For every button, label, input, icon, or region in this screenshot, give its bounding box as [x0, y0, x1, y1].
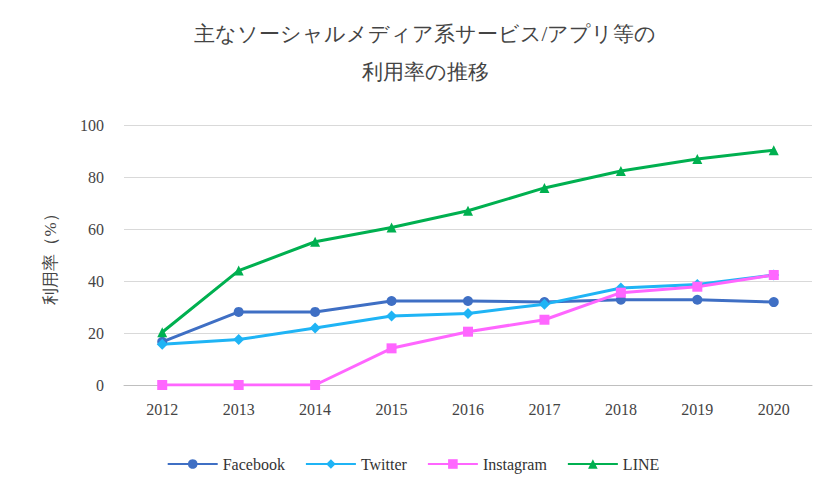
svg-text:利用率（%）: 利用率（%）	[41, 205, 60, 304]
svg-text:Facebook: Facebook	[223, 456, 285, 473]
svg-text:2017: 2017	[528, 401, 560, 418]
svg-text:2019: 2019	[681, 401, 713, 418]
svg-text:20: 20	[88, 325, 104, 342]
svg-text:2015: 2015	[376, 401, 408, 418]
svg-text:2018: 2018	[605, 401, 637, 418]
svg-text:80: 80	[88, 169, 104, 186]
svg-text:2014: 2014	[299, 401, 331, 418]
svg-text:60: 60	[88, 221, 104, 238]
svg-text:100: 100	[80, 117, 104, 134]
svg-text:利用率の推移: 利用率の推移	[362, 60, 489, 84]
svg-text:2013: 2013	[223, 401, 255, 418]
svg-text:2020: 2020	[758, 401, 790, 418]
svg-text:0: 0	[96, 377, 104, 394]
svg-text:Twitter: Twitter	[361, 456, 408, 473]
svg-text:2012: 2012	[146, 401, 178, 418]
svg-text:主なソーシャルメディア系サービス/アプリ等の: 主なソーシャルメディア系サービス/アプリ等の	[194, 22, 657, 46]
svg-text:LINE: LINE	[623, 456, 659, 473]
svg-text:2016: 2016	[452, 401, 484, 418]
svg-text:Instagram: Instagram	[483, 456, 548, 474]
svg-text:40: 40	[88, 273, 104, 290]
